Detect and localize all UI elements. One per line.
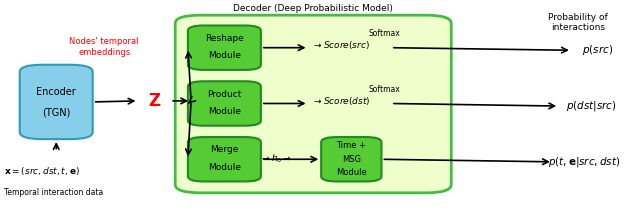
Text: $\mathbf{Z}$: $\mathbf{Z}$	[148, 92, 161, 110]
Text: Time +: Time +	[336, 141, 366, 150]
Text: $\mathbf{x} = (src, dst, t, \mathbf{e})$: $\mathbf{x} = (src, dst, t, \mathbf{e})$	[4, 165, 80, 177]
Text: Merge: Merge	[211, 145, 238, 155]
Text: Product: Product	[207, 90, 242, 99]
Text: $\rightarrow Score(dst)$: $\rightarrow Score(dst)$	[312, 95, 370, 107]
FancyBboxPatch shape	[175, 15, 452, 193]
Text: Probability of
interactions: Probability of interactions	[548, 13, 608, 32]
Text: $\rightarrow h_0 \rightarrow$: $\rightarrow h_0 \rightarrow$	[259, 152, 291, 165]
Text: Module: Module	[208, 107, 241, 116]
Text: $\rightarrow Score(src)$: $\rightarrow Score(src)$	[312, 39, 370, 51]
Text: Encoder: Encoder	[36, 87, 76, 97]
FancyBboxPatch shape	[188, 81, 261, 126]
Text: Decoder (Deep Probabilistic Model): Decoder (Deep Probabilistic Model)	[233, 4, 393, 13]
FancyBboxPatch shape	[321, 137, 382, 181]
Text: Module: Module	[208, 51, 241, 61]
Text: $p(dst|src)$: $p(dst|src)$	[565, 99, 616, 113]
FancyBboxPatch shape	[188, 26, 261, 70]
Text: Reshape: Reshape	[205, 34, 244, 43]
Text: (TGN): (TGN)	[42, 107, 71, 117]
FancyBboxPatch shape	[188, 137, 261, 181]
Text: Softmax: Softmax	[369, 85, 401, 94]
Text: Module: Module	[208, 163, 241, 172]
Text: Softmax: Softmax	[369, 29, 401, 38]
Text: MSG: MSG	[342, 155, 361, 164]
Text: Nodes' temporal
embeddings: Nodes' temporal embeddings	[69, 37, 139, 57]
Text: Module: Module	[336, 168, 367, 177]
Text: $p(t, \mathbf{e}|src, dst)$: $p(t, \mathbf{e}|src, dst)$	[548, 155, 621, 169]
Text: Temporal interaction data: Temporal interaction data	[4, 188, 103, 197]
FancyBboxPatch shape	[20, 65, 93, 139]
Text: $p(src)$: $p(src)$	[582, 43, 613, 57]
